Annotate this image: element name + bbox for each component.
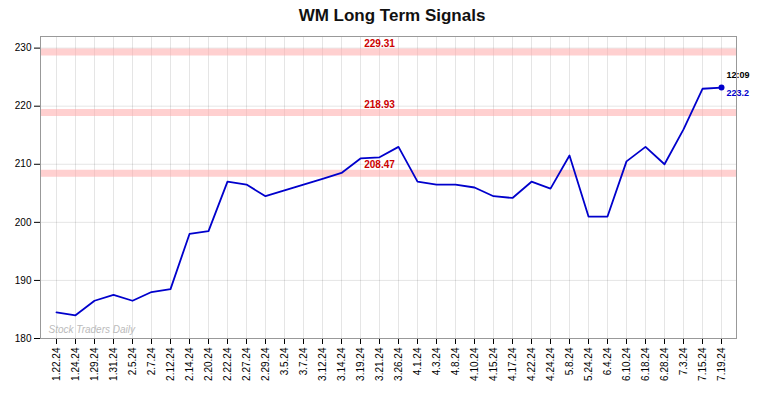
svg-text:2.12.24: 2.12.24: [165, 347, 176, 381]
svg-text:4.8.24: 4.8.24: [450, 347, 461, 375]
svg-text:4.15.24: 4.15.24: [488, 347, 499, 381]
svg-text:180: 180: [15, 333, 32, 344]
svg-text:1.24.24: 1.24.24: [70, 347, 81, 381]
svg-text:6.28.24: 6.28.24: [659, 347, 670, 381]
svg-text:6.4.24: 6.4.24: [602, 347, 613, 375]
svg-text:4.22.24: 4.22.24: [526, 347, 537, 381]
svg-text:2.5.24: 2.5.24: [127, 347, 138, 375]
svg-text:4.24.24: 4.24.24: [545, 347, 556, 381]
svg-text:5.24.24: 5.24.24: [583, 347, 594, 381]
svg-text:7.19.24: 7.19.24: [716, 347, 727, 381]
html-text:WM Long Term Signals: WM Long Term Signals: [298, 6, 486, 25]
svg-text:3.19.24: 3.19.24: [355, 347, 366, 381]
svg-text:229.31: 229.31: [364, 38, 395, 49]
svg-text:2.22.24: 2.22.24: [222, 347, 233, 381]
svg-text:208.47: 208.47: [364, 159, 395, 170]
svg-text:4.17.24: 4.17.24: [507, 347, 518, 381]
svg-text:190: 190: [15, 275, 32, 286]
svg-text:5.8.24: 5.8.24: [564, 347, 575, 375]
svg-text:200: 200: [15, 217, 32, 228]
svg-text:3.21.24: 3.21.24: [374, 347, 385, 381]
svg-text:3.12.24: 3.12.24: [317, 347, 328, 381]
svg-text:2.20.24: 2.20.24: [203, 347, 214, 381]
svg-text:223.2: 223.2: [727, 88, 750, 98]
svg-text:220: 220: [15, 100, 32, 111]
svg-text:1.31.24: 1.31.24: [108, 347, 119, 381]
svg-text:3.14.24: 3.14.24: [336, 347, 347, 381]
svg-text:7.3.24: 7.3.24: [678, 347, 689, 375]
svg-text:6.10.24: 6.10.24: [621, 347, 632, 381]
svg-text:230: 230: [15, 42, 32, 53]
svg-text:210: 210: [15, 158, 32, 169]
svg-text:3.26.24: 3.26.24: [393, 347, 404, 381]
svg-text:6.18.24: 6.18.24: [640, 347, 651, 381]
svg-text:218.93: 218.93: [364, 99, 395, 110]
svg-text:2.27.24: 2.27.24: [241, 347, 252, 381]
svg-text:2.14.24: 2.14.24: [184, 347, 195, 381]
svg-text:4.3.24: 4.3.24: [431, 347, 442, 375]
svg-text:12:09: 12:09: [727, 70, 750, 80]
svg-text:3.7.24: 3.7.24: [298, 347, 309, 375]
svg-text:7.15.24: 7.15.24: [697, 347, 708, 381]
svg-text:2.7.24: 2.7.24: [146, 347, 157, 375]
svg-text:2.29.24: 2.29.24: [260, 347, 271, 381]
svg-text:4.1.24: 4.1.24: [412, 347, 423, 375]
svg-text:1.22.24: 1.22.24: [51, 347, 62, 381]
svg-text:3.5.24: 3.5.24: [279, 347, 290, 375]
svg-text:4.10.24: 4.10.24: [469, 347, 480, 381]
svg-text:1.29.24: 1.29.24: [89, 347, 100, 381]
svg-text:Stock Traders Daily: Stock Traders Daily: [49, 324, 137, 335]
